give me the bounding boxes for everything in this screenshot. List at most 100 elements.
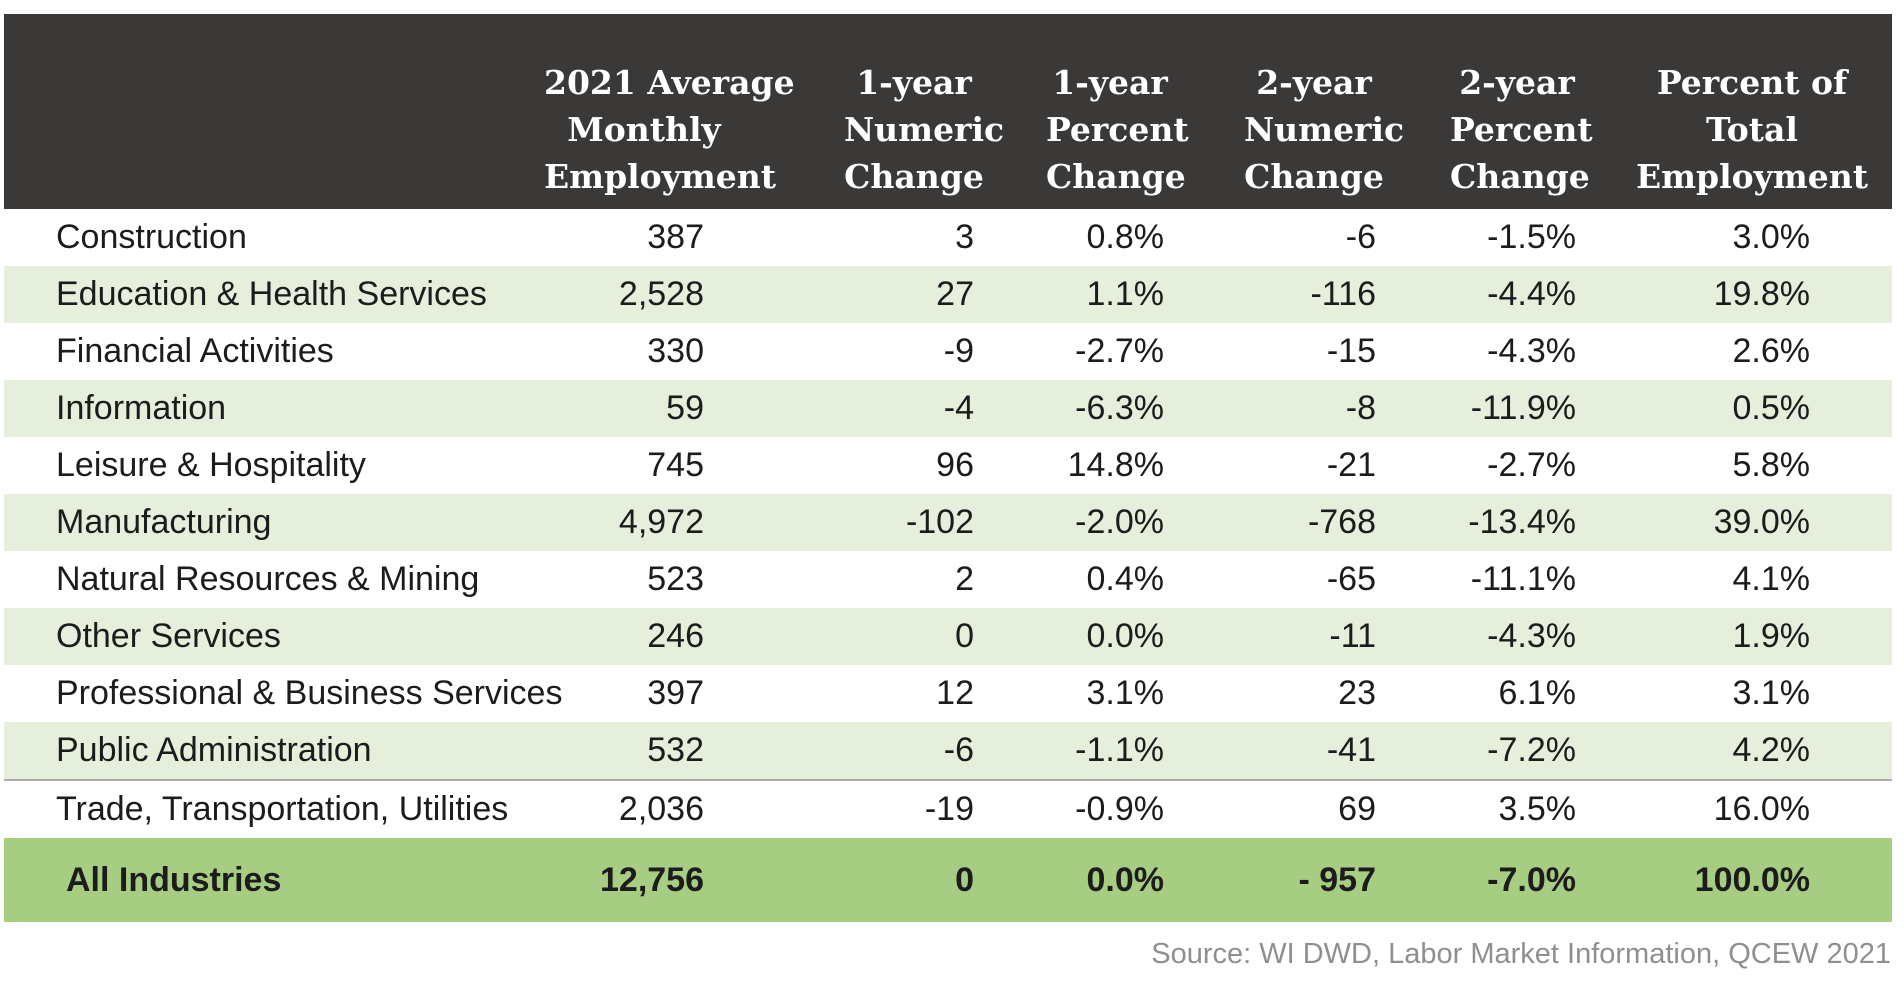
- cell-2yr-percent: 3.5%: [1498, 790, 1577, 828]
- industry-label: Natural Resources & Mining: [56, 560, 480, 598]
- table-row-education-health-services: Education & Health Services 2,528 27 1.1…: [4, 266, 1892, 323]
- col-header-2-year-percent-change: 2-year Percent Change: [1384, 14, 1593, 209]
- cell-1yr-percent: -6.3%: [984, 380, 1174, 437]
- total-row-label: All Industries: [4, 838, 504, 922]
- cell-pct-total: 16.0%: [1713, 790, 1810, 828]
- cell-pct-total: 39.0%: [1584, 494, 1892, 551]
- col-header-2-year-numeric-change: 2-year Numeric Change: [1174, 14, 1404, 209]
- industry-label: Leisure & Hospitality: [56, 446, 366, 484]
- cell-2yr-percent: 6.1%: [1498, 674, 1577, 712]
- cell-avg-employment: 2,036: [618, 790, 704, 828]
- cell-avg-employment: 387: [647, 218, 704, 256]
- header-row: 2021 Average Monthly Employment 1-year N…: [4, 14, 1892, 209]
- table-row-financial-activities: Financial Activities 330 -9 -2.7% -15 -4…: [4, 323, 1892, 380]
- cell-1yr-percent: -2.0%: [984, 494, 1174, 551]
- cell-2yr-percent: -13.4%: [1384, 494, 1584, 551]
- table-row-leisure-hospitality: Leisure & Hospitality 745 96 14.8% -21 -…: [4, 437, 1892, 494]
- cell-1yr-numeric: -9: [943, 332, 974, 370]
- cell-2yr-percent: -2.7%: [1487, 446, 1576, 484]
- col-header-2021-average-monthly-employment: 2021 Average Monthly Employment: [504, 14, 795, 209]
- cell-1yr-numeric: 27: [744, 266, 984, 323]
- col-header-1-year-percent-change: 1-year Percent Change: [984, 14, 1189, 209]
- cell-avg-employment: 523: [647, 560, 704, 598]
- cell-1yr-percent: 1.1%: [984, 266, 1174, 323]
- cell-avg-employment: 397: [647, 674, 704, 712]
- employment-by-industry-table: 2021 Average Monthly Employment 1-year N…: [4, 14, 1892, 922]
- cell-pct-total: 2.6%: [1732, 332, 1811, 370]
- industry-label: Other Services: [4, 608, 504, 665]
- table-row-trade-transportation-utilities: Trade, Transportation, Utilities 2,036 -…: [4, 780, 1892, 838]
- cell-pct-total: 3.0%: [1732, 218, 1811, 256]
- table-row-manufacturing: Manufacturing 4,972 -102 -2.0% -768 -13.…: [4, 494, 1892, 551]
- cell-2yr-numeric: -11: [1174, 608, 1384, 665]
- table-row-other-services: Other Services 246 0 0.0% -11 -4.3% 1.9%: [4, 608, 1892, 665]
- cell-2yr-numeric: - 957: [1174, 838, 1384, 922]
- cell-1yr-percent: 14.8%: [1067, 446, 1164, 484]
- cell-avg-employment: 4,972: [504, 494, 744, 551]
- cell-2yr-numeric: -768: [1174, 494, 1384, 551]
- cell-avg-employment: 745: [647, 446, 704, 484]
- industry-label: Manufacturing: [4, 494, 504, 551]
- table-row-natural-resources-mining: Natural Resources & Mining 523 2 0.4% -6…: [4, 551, 1892, 608]
- industry-label: Financial Activities: [56, 332, 334, 370]
- cell-avg-employment: 330: [647, 332, 704, 370]
- industry-label: Construction: [56, 218, 247, 256]
- cell-avg-employment: 246: [504, 608, 744, 665]
- cell-avg-employment: 532: [504, 722, 744, 781]
- industry-label: Professional & Business Services: [56, 674, 563, 712]
- cell-pct-total: 19.8%: [1584, 266, 1892, 323]
- cell-pct-total: 5.8%: [1732, 446, 1811, 484]
- cell-pct-total: 3.1%: [1732, 674, 1811, 712]
- cell-1yr-numeric: -19: [924, 790, 974, 828]
- table-row-professional-business-services: Professional & Business Services 397 12 …: [4, 665, 1892, 722]
- cell-1yr-percent: 0.0%: [984, 608, 1174, 665]
- cell-2yr-numeric: 23: [1338, 674, 1376, 712]
- cell-pct-total: 4.1%: [1732, 560, 1811, 598]
- col-header-industry: [4, 14, 504, 209]
- cell-1yr-numeric: 3: [955, 218, 974, 256]
- cell-avg-employment: 59: [504, 380, 744, 437]
- cell-2yr-numeric: -41: [1174, 722, 1384, 781]
- col-header-percent-of-total-employment: Percent of Total Employment: [1584, 14, 1892, 209]
- cell-1yr-percent: 0.0%: [984, 838, 1174, 922]
- cell-2yr-percent: -11.9%: [1384, 380, 1584, 437]
- cell-2yr-percent: -4.3%: [1487, 332, 1576, 370]
- cell-1yr-numeric: -102: [744, 494, 984, 551]
- cell-2yr-percent: -1.5%: [1487, 218, 1576, 256]
- cell-avg-employment: 12,756: [504, 838, 744, 922]
- cell-1yr-percent: 0.8%: [1086, 218, 1165, 256]
- cell-2yr-percent: -7.0%: [1384, 838, 1584, 922]
- cell-1yr-percent: 3.1%: [1086, 674, 1165, 712]
- cell-2yr-numeric: -65: [1326, 560, 1376, 598]
- cell-2yr-numeric: 69: [1338, 790, 1376, 828]
- table-row-construction: Construction 387 3 0.8% -6 -1.5% 3.0%: [4, 209, 1892, 266]
- cell-2yr-numeric: -8: [1174, 380, 1384, 437]
- cell-1yr-numeric: -6: [744, 722, 984, 781]
- cell-1yr-percent: -0.9%: [1075, 790, 1164, 828]
- table-row-information: Information 59 -4 -6.3% -8 -11.9% 0.5%: [4, 380, 1892, 437]
- cell-pct-total: 4.2%: [1584, 722, 1892, 781]
- cell-avg-employment: 2,528: [504, 266, 744, 323]
- industry-label: Trade, Transportation, Utilities: [56, 790, 509, 828]
- cell-1yr-percent: -2.7%: [1075, 332, 1164, 370]
- cell-2yr-numeric: -15: [1326, 332, 1376, 370]
- cell-2yr-percent: -4.4%: [1384, 266, 1584, 323]
- cell-pct-total: 100.0%: [1584, 838, 1892, 922]
- col-header-1-year-numeric-change: 1-year Numeric Change: [744, 14, 1004, 209]
- cell-2yr-numeric: -116: [1174, 266, 1384, 323]
- cell-2yr-numeric: -21: [1326, 446, 1376, 484]
- industry-label: Information: [4, 380, 504, 437]
- industry-label: Public Administration: [4, 722, 504, 781]
- cell-1yr-numeric: 0: [744, 838, 984, 922]
- cell-pct-total: 0.5%: [1584, 380, 1892, 437]
- cell-1yr-numeric: 96: [936, 446, 974, 484]
- cell-2yr-numeric: -6: [1345, 218, 1376, 256]
- cell-1yr-numeric: -4: [744, 380, 984, 437]
- cell-2yr-percent: -4.3%: [1384, 608, 1584, 665]
- cell-2yr-percent: -7.2%: [1384, 722, 1584, 781]
- cell-1yr-numeric: 0: [744, 608, 984, 665]
- source-note: Source: WI DWD, Labor Market Information…: [1151, 938, 1891, 970]
- cell-1yr-numeric: 12: [936, 674, 974, 712]
- total-row-all-industries: All Industries 12,756 0 0.0% - 957 -7.0%…: [4, 838, 1892, 922]
